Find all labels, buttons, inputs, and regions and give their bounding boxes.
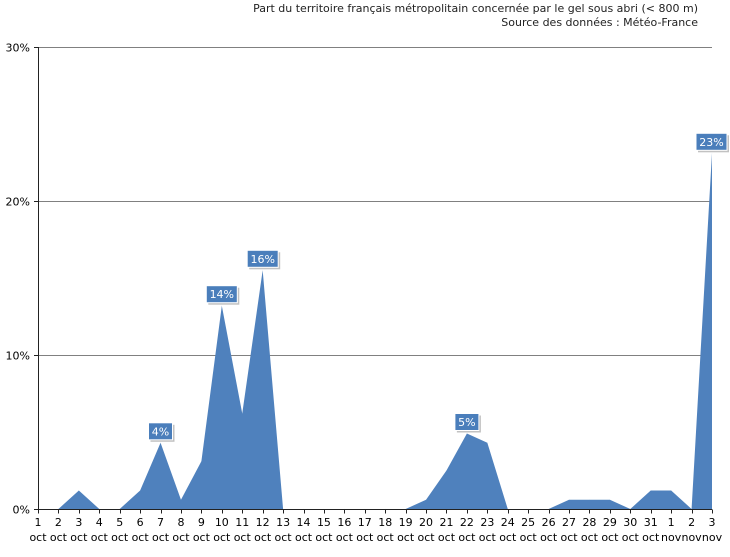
x-tick-label-day: 1 (668, 516, 675, 529)
series-area (37, 153, 713, 510)
data-label-box (695, 132, 728, 151)
data-labels: 4% 14% 16% 5% 23% (148, 132, 729, 442)
y-tick-label: 10% (6, 350, 30, 363)
x-tick-label-month: oct (356, 531, 374, 544)
x-tick-label-month: oct (111, 531, 129, 544)
x-tick-label-day: 29 (603, 516, 617, 529)
x-tick-label-month: oct (581, 531, 599, 544)
data-label: 23% (699, 136, 723, 149)
x-tick-label-month: oct (336, 531, 354, 544)
x-tick-label-month: oct (152, 531, 170, 544)
x-tick-label-month: oct (377, 531, 395, 544)
x-tick-label-month: oct (438, 531, 456, 544)
x-tick-labels: 1 oct 2 oct 3 oct 4 oct 5 oct 6 oct 7 oct 8 oct 9 oct 10 oc… (29, 516, 722, 544)
x-tick-label-month: oct (193, 531, 211, 544)
x-tick-label-day: 4 (96, 516, 103, 529)
x-tick-label-month: oct (499, 531, 517, 544)
x-tick-label-month: oct (132, 531, 150, 544)
x-tick-label-day: 31 (644, 516, 658, 529)
x-tick-label-day: 18 (378, 516, 392, 529)
grid-lines (38, 47, 712, 356)
x-tick-label-day: 12 (256, 516, 270, 529)
y-tick-labels: 0% 10% 20% 30% (6, 42, 30, 517)
x-tick-label-day: 28 (582, 516, 596, 529)
y-tick-label: 0% (13, 504, 30, 517)
data-label: 5% (458, 416, 475, 429)
x-tick-label-day: 3 (75, 516, 82, 529)
x-tick-label-month: oct (315, 531, 333, 544)
x-tick-label-month: nov (661, 531, 682, 544)
x-tick-label-day: 7 (157, 516, 164, 529)
data-label: 16% (250, 253, 274, 266)
x-tick-label-day: 17 (358, 516, 372, 529)
x-tick-label-day: 2 (55, 516, 62, 529)
x-tick-label-day: 14 (297, 516, 311, 529)
x-tick-label-day: 11 (235, 516, 249, 529)
x-tick-label-day: 30 (623, 516, 637, 529)
x-tick-label-month: oct (29, 531, 47, 544)
x-tick-label-day: 10 (215, 516, 229, 529)
x-tick-label-day: 27 (562, 516, 576, 529)
x-tick-label-month: oct (91, 531, 109, 544)
x-tick-label-day: 5 (116, 516, 123, 529)
x-tick-label-month: oct (479, 531, 497, 544)
x-tick-label-month: oct (70, 531, 88, 544)
x-tick-label-day: 16 (337, 516, 351, 529)
x-tick-label-day: 26 (542, 516, 556, 529)
chart-title: Part du territoire français métropolitai… (98, 2, 698, 30)
chart-subtitle-text: Source des données : Météo-France (501, 16, 698, 29)
x-tick-label-month: oct (213, 531, 231, 544)
y-tick-label: 20% (6, 196, 30, 209)
x-tick-label-month: oct (254, 531, 272, 544)
y-tick-label: 30% (6, 42, 30, 55)
x-tick-label-month: nov (702, 531, 723, 544)
x-tick-label-day: 25 (521, 516, 535, 529)
x-tick-label-month: oct (50, 531, 68, 544)
x-tick-label-day: 8 (177, 516, 184, 529)
x-tick-label-month: oct (560, 531, 578, 544)
data-label-box (246, 249, 279, 268)
x-tick-label-day: 3 (709, 516, 716, 529)
x-tick-label-month: oct (234, 531, 252, 544)
x-tick-label-month: oct (520, 531, 538, 544)
data-label-box (148, 422, 173, 441)
x-tick-label-day: 24 (501, 516, 515, 529)
series-area-fill (38, 153, 712, 509)
x-tick-label-month: oct (397, 531, 415, 544)
x-tick-label-month: oct (418, 531, 436, 544)
x-tick-label-month: oct (540, 531, 558, 544)
x-tick-label-day: 22 (460, 516, 474, 529)
x-tick-label-day: 15 (317, 516, 331, 529)
x-tick-label-day: 2 (688, 516, 695, 529)
x-tick-label-month: oct (458, 531, 476, 544)
x-tick-label-day: 9 (198, 516, 205, 529)
axes (34, 47, 713, 514)
x-tick-label-month: oct (275, 531, 293, 544)
data-label-box (454, 413, 480, 431)
x-tick-label-month: oct (642, 531, 660, 544)
x-tick-label-day: 6 (137, 516, 144, 529)
data-label-box (205, 285, 238, 304)
x-tick-label-month: oct (295, 531, 313, 544)
chart-title-text: Part du territoire français métropolitai… (253, 2, 698, 15)
x-tick-label-day: 23 (480, 516, 494, 529)
x-tick-label-month: oct (172, 531, 190, 544)
x-tick-label-month: oct (601, 531, 619, 544)
x-tick-label-month: nov (681, 531, 702, 544)
x-tick-label-day: 19 (399, 516, 413, 529)
x-tick-label-day: 13 (276, 516, 290, 529)
data-label: 4% (152, 425, 169, 438)
x-tick-label-day: 21 (439, 516, 453, 529)
x-tick-label-month: oct (622, 531, 640, 544)
data-label: 14% (210, 288, 234, 301)
x-tick-label-day: 20 (419, 516, 433, 529)
x-tick-label-day: 1 (35, 516, 42, 529)
